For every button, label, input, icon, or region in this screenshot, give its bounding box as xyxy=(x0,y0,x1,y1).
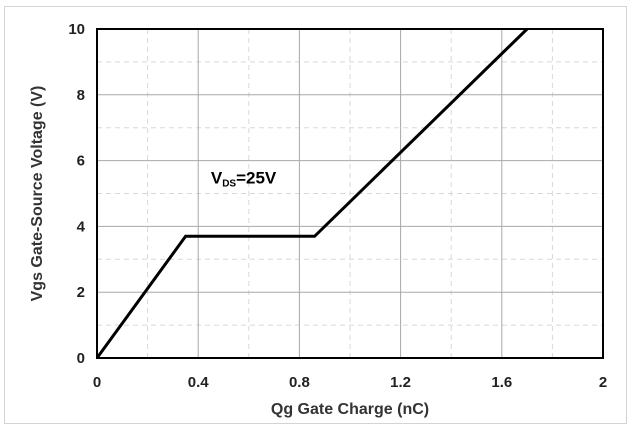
vds-annotation: VDS=25V xyxy=(211,169,277,190)
series-line xyxy=(95,27,529,359)
x-tick-label: 1.6 xyxy=(491,374,512,391)
x-tick-labels: 0 0.4 0.8 1.2 1.6 2 xyxy=(93,374,607,391)
y-tick-label: 8 xyxy=(77,87,85,104)
y-tick-label: 4 xyxy=(77,218,86,235)
y-tick-label: 2 xyxy=(77,284,85,301)
minor-grid xyxy=(97,29,603,358)
y-axis-title: Vgs Gate-Source Voltage (V) xyxy=(29,86,46,302)
x-tick-label: 1.2 xyxy=(390,374,411,391)
x-tick-label: 0 xyxy=(93,374,101,391)
x-tick-label: 2 xyxy=(599,374,607,391)
x-tick-label: 0.4 xyxy=(188,374,210,391)
y-tick-label: 0 xyxy=(77,350,85,367)
x-tick-label: 0.8 xyxy=(289,374,310,391)
y-tick-label: 10 xyxy=(68,21,85,38)
y-tick-labels: 0 2 4 6 8 10 xyxy=(68,21,85,367)
annotation-suffix: =25V xyxy=(236,169,277,188)
annotation-subscript: DS xyxy=(222,179,236,190)
y-tick-label: 6 xyxy=(77,153,85,170)
annotation-main: V xyxy=(211,169,223,188)
plot-area-border xyxy=(96,28,604,359)
chart-frame xyxy=(4,6,627,424)
x-axis-title: Qg Gate Charge (nC) xyxy=(271,401,429,418)
